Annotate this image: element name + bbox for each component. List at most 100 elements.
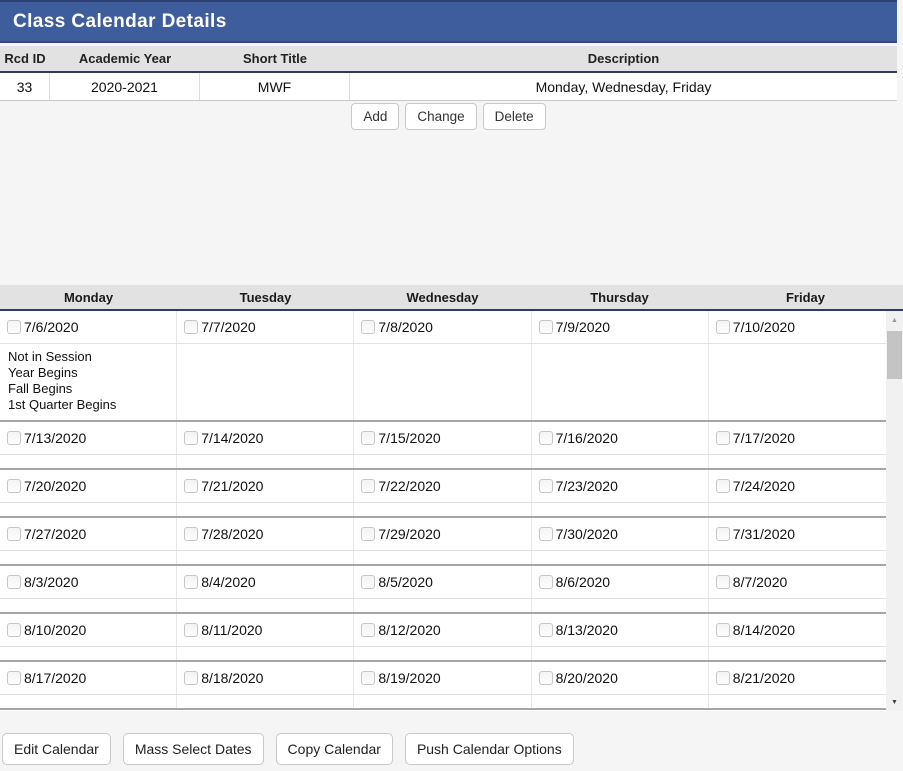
- date-checkbox[interactable]: [715, 479, 730, 493]
- details-table-row[interactable]: 33 2020-2021 MWF Monday, Wednesday, Frid…: [0, 73, 897, 101]
- date-checkbox[interactable]: [7, 575, 21, 589]
- date-checkbox[interactable]: [715, 671, 730, 685]
- date-checkbox[interactable]: [7, 431, 21, 445]
- date-checkbox[interactable]: [538, 320, 553, 334]
- date-label: 8/4/2020: [201, 574, 256, 590]
- date-checkbox[interactable]: [184, 431, 199, 445]
- date-checkbox[interactable]: [184, 671, 199, 685]
- date-checkbox[interactable]: [184, 320, 199, 334]
- day-header-tuesday: Tuesday: [239, 289, 292, 305]
- date-checkbox[interactable]: [7, 479, 21, 493]
- calendar-date-cell: 7/10/2020: [709, 311, 886, 343]
- date-checkbox[interactable]: [715, 431, 730, 445]
- date-checkbox[interactable]: [7, 623, 21, 637]
- day-header-thursday: Thursday: [590, 289, 649, 305]
- date-checkbox[interactable]: [361, 479, 376, 493]
- date-label: 7/16/2020: [555, 430, 618, 446]
- day-header-friday: Friday: [785, 289, 825, 305]
- date-checkbox[interactable]: [7, 671, 21, 685]
- calendar-date-row: 8/10/2020 8/11/2020 8/12/2020 8/13/2020 8/14…: [0, 614, 886, 647]
- calendar-note-cell: [709, 344, 886, 420]
- date-checkbox[interactable]: [538, 575, 553, 589]
- calendar-date-cell: 7/17/2020: [709, 422, 886, 454]
- calendar-date-cell: 7/21/2020: [177, 470, 355, 502]
- date-label: 7/9/2020: [555, 319, 611, 335]
- calendar-scrollbar[interactable]: ▲ ▼: [886, 311, 903, 711]
- scroll-down-arrow-icon: ▼: [891, 698, 898, 706]
- calendar-grid: 7/6/2020 7/7/2020 7/8/2020 7/9/2020 7/10/202…: [0, 311, 886, 711]
- calendar-date-cell: 8/13/2020: [532, 614, 709, 646]
- date-label: 7/27/2020: [24, 526, 87, 542]
- calendar-date-cell: 7/23/2020: [532, 470, 709, 502]
- scrollbar-down-button[interactable]: ▼: [886, 694, 903, 710]
- date-checkbox[interactable]: [715, 320, 730, 334]
- scrollbar-up-button[interactable]: ▲: [886, 312, 903, 328]
- date-checkbox[interactable]: [715, 527, 730, 541]
- calendar-note: 1st Quarter Begins: [8, 397, 117, 412]
- calendar-note-cell: [354, 599, 532, 612]
- calendar-date-cell: 7/15/2020: [354, 422, 532, 454]
- calendar-date-cell: 7/13/2020: [0, 422, 178, 454]
- push-calendar-options-button[interactable]: Push Calendar Options: [404, 733, 574, 765]
- calendar-week: 7/27/2020 7/28/2020 7/29/2020 7/30/2020 7/31…: [0, 518, 886, 566]
- calendar-note-cell: [709, 455, 886, 468]
- mass-select-dates-button[interactable]: Mass Select Dates: [122, 733, 264, 765]
- calendar-note-cell: [0, 551, 178, 564]
- calendar-note-row: [0, 455, 886, 468]
- calendar-note-cell: [354, 455, 532, 468]
- date-label: 8/14/2020: [732, 622, 796, 638]
- date-checkbox[interactable]: [715, 575, 730, 589]
- calendar-note-cell: [0, 647, 178, 660]
- column-header-rcd-id: Rcd ID: [4, 51, 46, 66]
- short-title-value: MWF: [200, 73, 350, 100]
- date-checkbox[interactable]: [361, 575, 376, 589]
- date-label: 8/17/2020: [24, 670, 87, 686]
- rcd-id-value: 33: [0, 73, 50, 100]
- calendar-note-cell: [709, 599, 886, 612]
- date-label: 7/31/2020: [732, 526, 796, 542]
- calendar-note-row: Not in Session Year Begins Fall Begins 1st …: [0, 344, 886, 420]
- calendar-note-cell: [177, 455, 355, 468]
- calendar-date-cell: 8/5/2020: [354, 566, 532, 598]
- date-checkbox[interactable]: [538, 431, 553, 445]
- calendar-note-cell: [709, 695, 886, 708]
- date-checkbox[interactable]: [184, 479, 199, 493]
- date-label: 7/7/2020: [201, 319, 256, 335]
- calendar-note-row: [0, 695, 886, 708]
- calendar-date-cell: 7/22/2020: [354, 470, 532, 502]
- date-checkbox[interactable]: [361, 431, 376, 445]
- date-checkbox[interactable]: [7, 527, 21, 541]
- date-checkbox[interactable]: [715, 623, 730, 637]
- date-label: 8/10/2020: [24, 622, 87, 638]
- delete-button[interactable]: Delete: [482, 103, 546, 130]
- date-checkbox[interactable]: [361, 320, 376, 334]
- date-checkbox[interactable]: [184, 527, 199, 541]
- date-checkbox[interactable]: [361, 527, 376, 541]
- date-label: 8/21/2020: [732, 670, 796, 686]
- calendar-date-cell: 7/30/2020: [532, 518, 709, 550]
- date-checkbox[interactable]: [538, 479, 553, 493]
- calendar-date-row: 8/17/2020 8/18/2020 8/19/2020 8/20/2020 8/21…: [0, 662, 886, 695]
- date-checkbox[interactable]: [538, 671, 553, 685]
- date-checkbox[interactable]: [184, 623, 199, 637]
- calendar-date-cell: 7/20/2020: [0, 470, 178, 502]
- calendar-note-cell: [532, 503, 709, 516]
- date-label: 7/17/2020: [732, 430, 796, 446]
- date-checkbox[interactable]: [184, 575, 199, 589]
- date-checkbox[interactable]: [361, 623, 376, 637]
- add-button[interactable]: Add: [351, 103, 400, 130]
- calendar-date-cell: 8/7/2020: [709, 566, 886, 598]
- date-label: 7/30/2020: [555, 526, 618, 542]
- edit-calendar-button[interactable]: Edit Calendar: [2, 733, 111, 765]
- calendar-week: 7/6/2020 7/7/2020 7/8/2020 7/9/2020 7/10/202…: [0, 311, 886, 422]
- calendar-date-row: 7/27/2020 7/28/2020 7/29/2020 7/30/2020 7/31…: [0, 518, 886, 551]
- date-checkbox[interactable]: [7, 320, 21, 334]
- date-checkbox[interactable]: [361, 671, 376, 685]
- calendar-date-cell: 8/12/2020: [354, 614, 532, 646]
- date-checkbox[interactable]: [538, 623, 553, 637]
- copy-calendar-button[interactable]: Copy Calendar: [275, 733, 393, 765]
- column-header-academic-year: Academic Year: [78, 51, 172, 66]
- scrollbar-thumb[interactable]: [887, 331, 902, 379]
- change-button[interactable]: Change: [405, 103, 477, 130]
- date-checkbox[interactable]: [538, 527, 553, 541]
